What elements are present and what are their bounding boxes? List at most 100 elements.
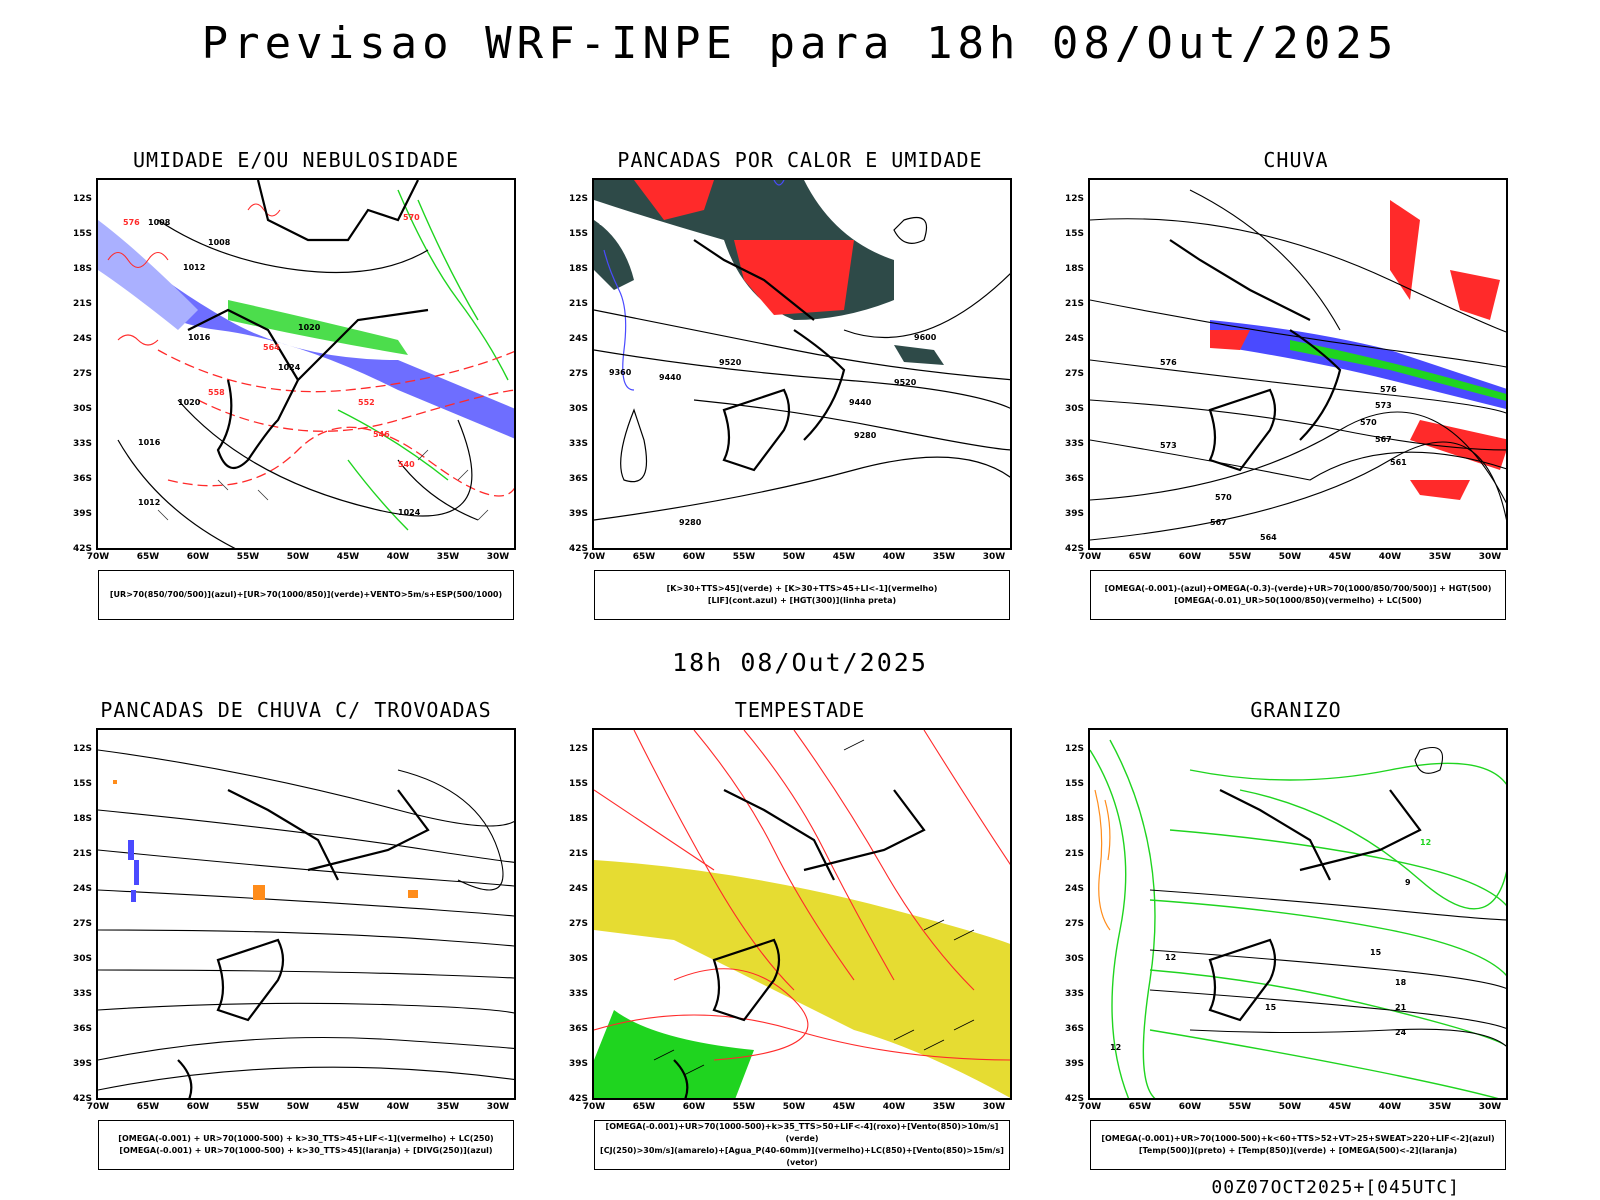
map-rain[interactable]: 576 573 570 567 564 561 576 573 570 567 [1088,178,1508,550]
map-thunderstorm-showers-svg [98,749,514,1098]
lat-tick-label: 36S [72,1024,92,1034]
lon-tick-label: 35W [932,1102,956,1112]
map-humidity[interactable]: 1008 1008 1012 1016 1016 1020 1020 1024 … [96,178,516,550]
legend-line: [OMEGA(-0.001) + UR>70(1000-500) + k>30_… [118,1134,494,1143]
contour-label: 9600 [914,333,937,342]
lat-tick-label: 12S [1064,744,1084,754]
map-storm-svg [594,730,1010,1098]
lon-tick-label: 50W [286,552,310,562]
contour-label: 9440 [849,398,872,407]
lat-tick-label: 21S [1064,299,1084,309]
country-borders [673,789,926,1098]
lon-tick-label: 55W [1228,552,1252,562]
lon-tick-label: 60W [682,1102,706,1112]
lon-tick-label: 60W [1178,1102,1202,1112]
contour-label: 570 [1215,493,1232,502]
country-borders [1169,239,1342,472]
contour-label: 567 [1210,518,1227,527]
legend-line: [OMEGA(-0.01)_UR>50(1000/850)(vermelho) … [1174,596,1422,605]
map-storm[interactable] [592,728,1012,1100]
lat-tick-label: 30S [568,404,588,414]
lat-tick-label: 39S [1064,509,1084,519]
lon-tick-label: 35W [1428,1102,1452,1112]
lc850-streamlines [594,730,1010,1061]
map-humidity-svg: 1008 1008 1012 1016 1016 1020 1020 1024 … [98,180,514,548]
divergence-areas [128,840,139,902]
lon-tick-label: 35W [932,552,956,562]
contour-label: 1008 [208,238,231,247]
map-thunderstorm-showers[interactable] [96,728,516,1100]
legend-line: [LIF](cont.azul) + [HGT(300)](linha pret… [707,596,897,605]
lat-tick-label: 30S [1064,404,1084,414]
unstable-area-1 [634,180,714,220]
lat-tick-label: 33S [72,439,92,449]
lat-tick-label: 30S [72,404,92,414]
lat-tick-label: 15S [568,229,588,239]
contour-label: 573 [1160,441,1177,450]
country-borders [1208,789,1422,1022]
lon-tick-label: 50W [782,1102,806,1112]
lat-tick-label: 36S [1064,1024,1084,1034]
lon-tick-label: 70W [582,552,606,562]
lat-tick-label: 42S [1064,544,1084,554]
lat-tick-label: 21S [568,299,588,309]
contour-label: 9520 [719,358,742,367]
lat-tick-label: 15S [568,779,588,789]
lon-tick-label: 30W [1478,552,1502,562]
lat-tick-label: 42S [1064,1094,1084,1104]
contour-label: 576 [123,218,140,227]
contour-label: 24 [1395,1028,1407,1037]
panel-title-humidity: UMIDADE E/OU NEBULOSIDADE [132,148,460,172]
map-hail[interactable]: 12 12 12 15 15 18 18 21 24 12 9 6 [1088,728,1508,1100]
lon-tick-label: 45W [336,552,360,562]
contour-labels: 576 573 570 567 564 561 576 573 570 567 [1160,358,1407,542]
lat-tick-label: 27S [1064,369,1084,379]
map-heat-showers[interactable]: 9600 9600 9520 9440 9360 9280 9360 9440 … [592,178,1012,550]
temp500-contours [1149,746,1506,1047]
contour-label: 570 [1360,418,1377,427]
contour-label: 1012 [183,263,205,272]
contour-label: 1024 [398,508,421,517]
lon-tick-label: 55W [732,1102,756,1112]
lat-tick-label: 42S [72,1094,92,1104]
contour-labels: 9600 9600 9520 9440 9360 9280 9360 9440 … [599,180,937,527]
contour-labels: 1008 1008 1012 1016 1016 1020 1020 1024 … [123,213,421,517]
panel-title-storm: TEMPESTADE [734,698,866,722]
legend-thunderstorm-showers: [OMEGA(-0.001) + UR>70(1000-500) + k>30_… [98,1120,514,1170]
legend-storm: [OMEGA(-0.001)+UR>70(1000-500)+k>35_TTS>… [594,1120,1010,1170]
lat-tick-label: 12S [72,194,92,204]
country-borders [693,239,846,472]
lon-axis-p2: 70W 65W 60W 55W 50W 45W 40W 35W 30W [583,552,1012,566]
contour-label: 573 [1375,401,1392,410]
contour-label: 1024 [278,363,301,372]
omega500-contours [1094,789,1111,931]
lon-axis-p3: 70W 65W 60W 55W 50W 45W 40W 35W 30W [1079,552,1508,566]
lat-axis-p2: 12S 15S 18S 21S 24S 27S 30S 33S 36S 39S 42S [558,178,588,554]
country-borders [187,180,429,470]
country-borders [177,789,430,1098]
lon-tick-label: 45W [1328,1102,1352,1112]
lat-tick-label: 42S [72,544,92,554]
lat-tick-label: 24S [568,334,588,344]
contour-label: 558 [208,388,225,397]
streamlines [1090,189,1506,541]
contour-label: 561 [1390,458,1407,467]
lon-axis-p5: 70W 65W 60W 55W 50W 45W 40W 35W 30W [583,1102,1012,1116]
contour-label: 564 [1260,533,1277,542]
strong-wind-area [594,1010,754,1098]
legend-heat-showers: [K>30+TTS>45](verde) + [K>30+TTS>45+LI<-… [594,570,1010,620]
lat-tick-label: 21S [72,849,92,859]
lon-tick-label: 65W [136,1102,160,1112]
contour-label: 9360 [609,368,632,377]
lat-tick-label: 27S [568,369,588,379]
lat-tick-label: 24S [1064,334,1084,344]
lon-tick-label: 70W [582,1102,606,1112]
lat-axis-p4: 12S 15S 18S 21S 24S 27S 30S 33S 36S 39S 42S [62,728,92,1104]
low-level-humidity [228,300,408,355]
lon-axis-p1: 70W 65W 60W 55W 50W 45W 40W 35W 30W [87,552,516,566]
high-humidity-band [108,240,514,439]
lat-tick-label: 12S [1064,194,1084,204]
contour-label: 1020 [178,398,201,407]
green-contours [337,189,509,531]
lon-tick-label: 40W [386,552,410,562]
